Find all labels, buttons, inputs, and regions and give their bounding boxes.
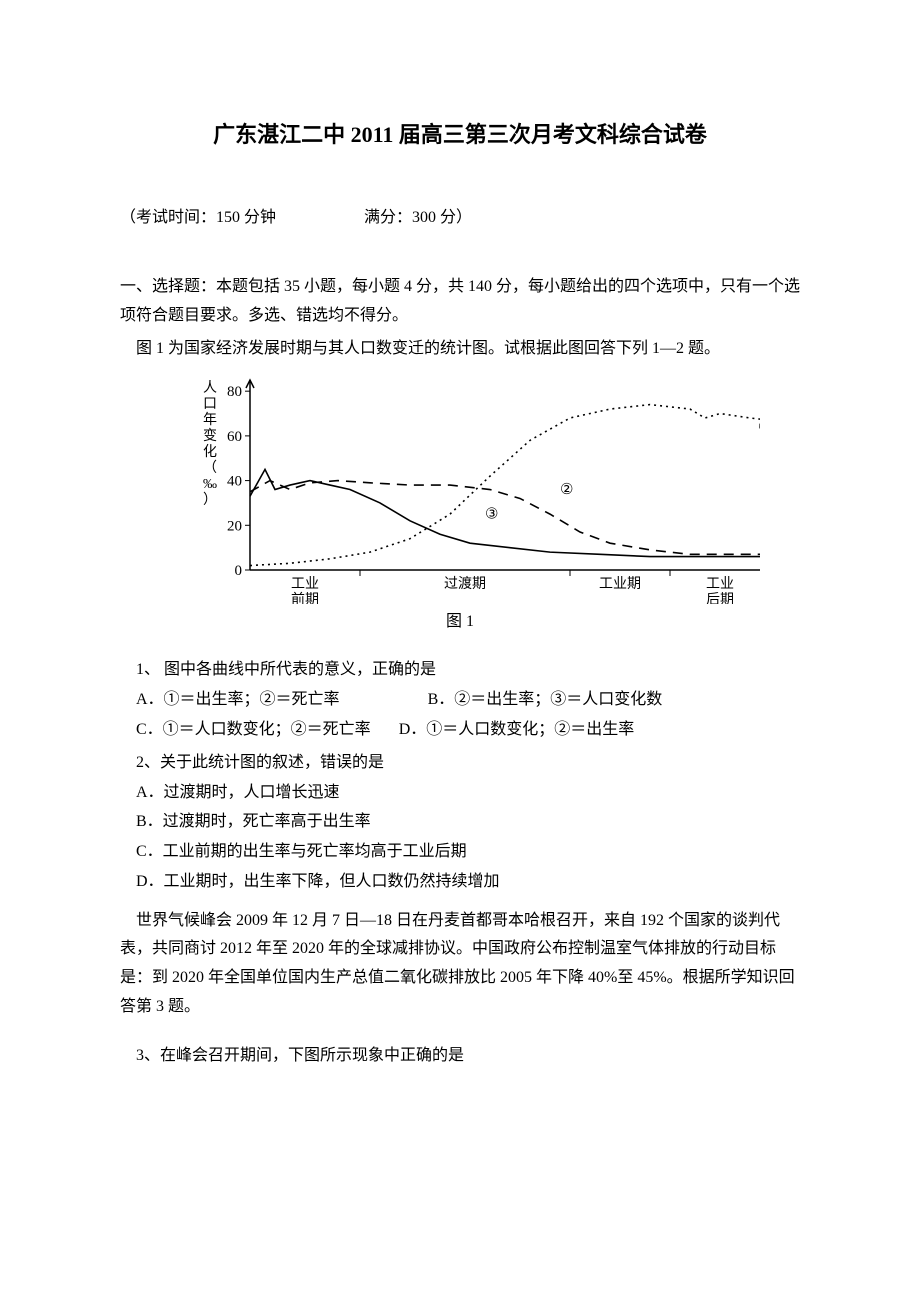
svg-text:后期: 后期 xyxy=(706,592,734,604)
q2-option-a: A．过渡期时，人口增长迅速 xyxy=(120,779,800,808)
q1-stem: 1、 图中各曲线中所代表的意义，正确的是 xyxy=(120,656,800,685)
exam-time: （考试时间：150 分钟 xyxy=(120,209,276,226)
q1-option-d: D．①＝人口数变化；②＝出生率 xyxy=(399,721,635,738)
svg-text:口: 口 xyxy=(203,397,217,412)
svg-text:40: 40 xyxy=(227,473,242,489)
svg-text:60: 60 xyxy=(227,428,242,444)
svg-text:化: 化 xyxy=(203,444,217,460)
chart-caption: 图 1 xyxy=(120,608,800,637)
q1-option-b: B．②＝出生率；③＝人口变化数 xyxy=(428,691,663,708)
q3-stem: 3、在峰会召开期间，下图所示现象中正确的是 xyxy=(120,1042,800,1071)
svg-text:工业: 工业 xyxy=(291,576,319,592)
q2-option-b: B．过渡期时，死亡率高于出生率 xyxy=(120,808,800,837)
svg-text:20: 20 xyxy=(227,518,242,534)
svg-text:80: 80 xyxy=(227,384,242,400)
q1-option-a: A．①＝出生率；②＝死亡率 xyxy=(136,691,340,708)
question-3: 3、在峰会召开期间，下图所示现象中正确的是 xyxy=(120,1042,800,1071)
svg-text:②: ② xyxy=(560,482,573,498)
q2-option-d: D．工业期时，出生率下降，但人口数仍然持续增加 xyxy=(120,868,800,897)
svg-text:变: 变 xyxy=(203,428,217,444)
svg-text:过渡期: 过渡期 xyxy=(444,576,486,592)
chart-1: 020406080人口年变化（‰）工业前期过渡期工业期工业后期①②③ xyxy=(200,374,720,604)
question-1: 1、 图中各曲线中所代表的意义，正确的是 A．①＝出生率；②＝死亡率 B．②＝出… xyxy=(120,656,800,744)
q2-option-c: C．工业前期的出生率与死亡率均高于工业后期 xyxy=(120,838,800,867)
exam-info: （考试时间：150 分钟 满分：300 分） xyxy=(120,204,800,233)
svg-text:年: 年 xyxy=(203,412,217,428)
q2-stem: 2、关于此统计图的叙述，错误的是 xyxy=(120,749,800,778)
svg-text:①: ① xyxy=(758,419,760,435)
svg-text:③: ③ xyxy=(485,506,498,522)
section-a-instructions: 一、选择题：本题包括 35 小题，每小题 4 分，共 140 分，每小题给出的四… xyxy=(120,273,800,331)
svg-text:人: 人 xyxy=(203,380,217,396)
question-2: 2、关于此统计图的叙述，错误的是 A．过渡期时，人口增长迅速 B．过渡期时，死亡… xyxy=(120,749,800,897)
svg-text:0: 0 xyxy=(235,563,243,579)
q1-option-c: C．①＝人口数变化；②＝死亡率 xyxy=(136,721,371,738)
svg-text:‰: ‰ xyxy=(203,477,217,492)
context-2: 世界气候峰会 2009 年 12 月 7 日—18 日在丹麦首都哥本哈根召开，来… xyxy=(120,907,800,1022)
page-title: 广东湛江二中 2011 届高三第三次月考文科综合试卷 xyxy=(120,115,800,155)
svg-text:工业: 工业 xyxy=(706,576,734,592)
svg-text:（: （ xyxy=(203,460,217,476)
svg-text:前期: 前期 xyxy=(291,591,319,604)
intro-1: 图 1 为国家经济发展时期与其人口数变迁的统计图。试根据此图回答下列 1—2 题… xyxy=(120,335,800,364)
svg-text:）: ） xyxy=(203,492,217,508)
exam-score: 满分：300 分） xyxy=(364,209,472,226)
svg-text:工业期: 工业期 xyxy=(599,576,641,592)
